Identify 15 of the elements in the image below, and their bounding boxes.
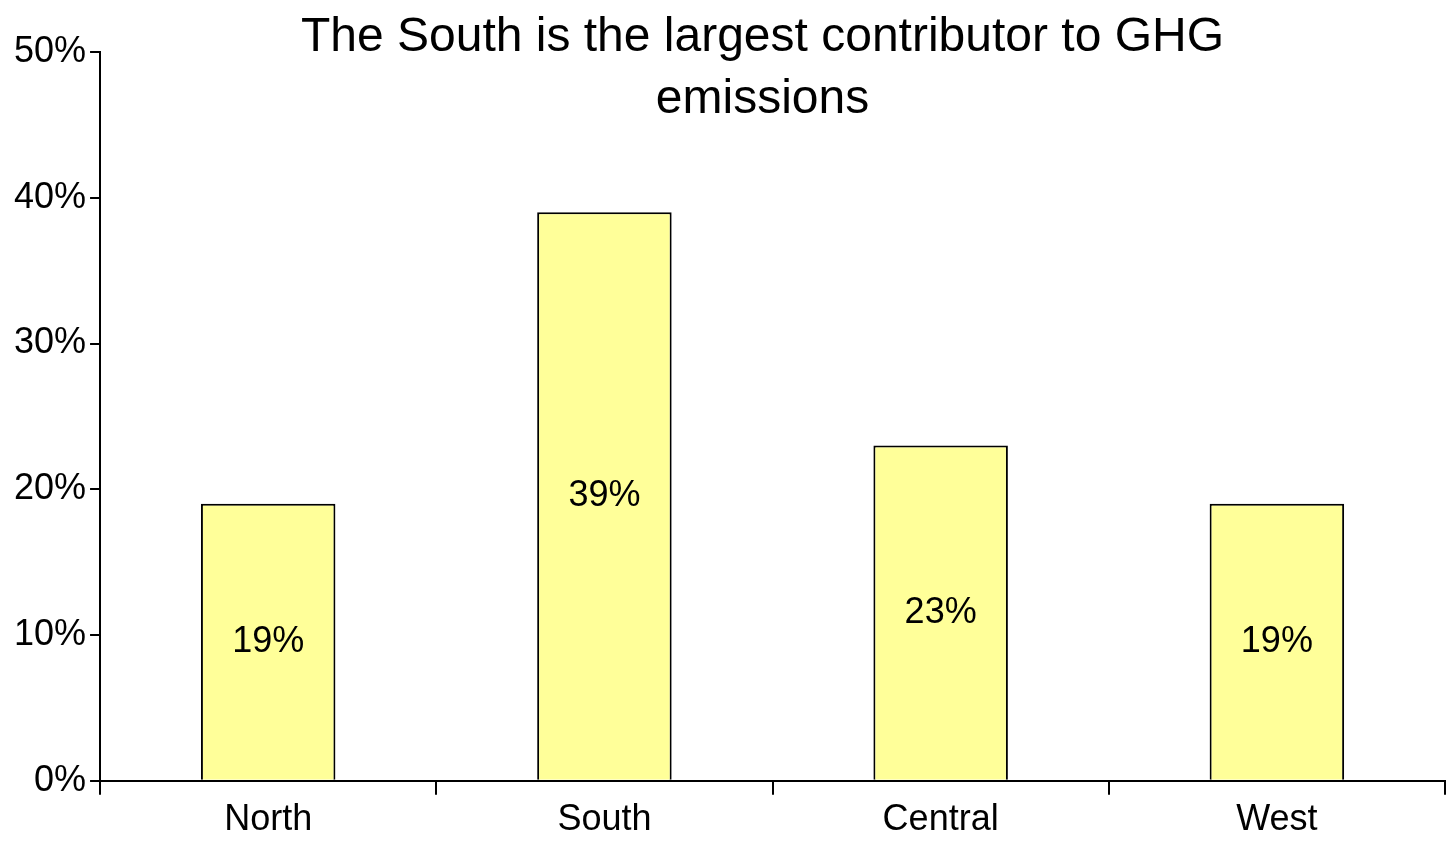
data-label: 23% xyxy=(904,589,977,631)
chart-title: The South is the largest contributor to GHG emissions xyxy=(300,7,1225,125)
x-tick-label: South xyxy=(557,797,652,839)
y-tick-label: 0% xyxy=(34,757,87,799)
x-tick-label: Central xyxy=(882,797,999,839)
x-tick-label: West xyxy=(1236,797,1318,839)
data-label: 19% xyxy=(232,618,305,660)
y-tick-label: 10% xyxy=(13,611,87,653)
x-tick-label: North xyxy=(224,797,313,839)
y-tick-label: 50% xyxy=(13,28,87,70)
y-tick-label: 20% xyxy=(13,466,87,508)
y-tick-label: 40% xyxy=(13,174,87,216)
data-label: 19% xyxy=(1240,618,1313,660)
data-label: 39% xyxy=(568,472,641,514)
y-tick-label: 30% xyxy=(13,320,87,362)
